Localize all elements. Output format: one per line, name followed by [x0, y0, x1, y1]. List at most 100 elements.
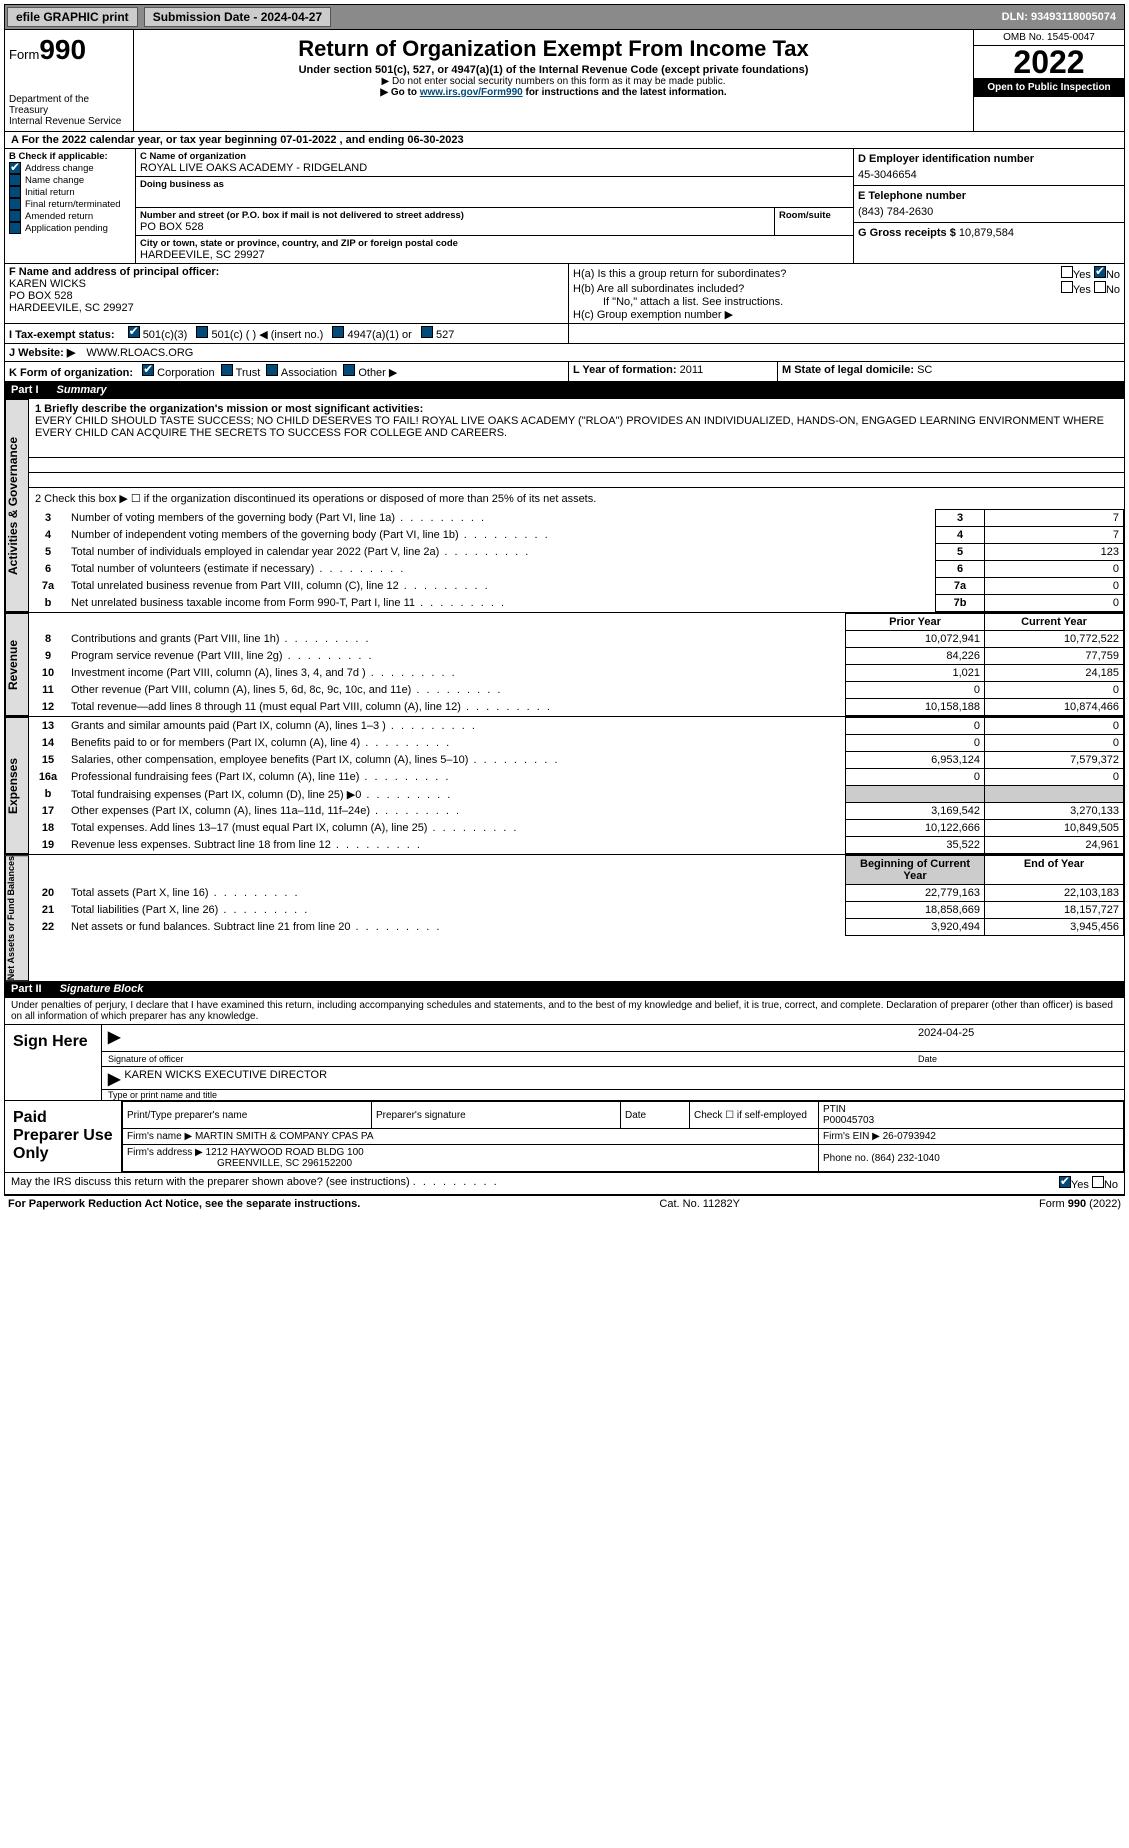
phone-value: (843) 784-2630 — [858, 206, 1120, 218]
gov-label: Total unrelated business revenue from Pa… — [67, 578, 936, 595]
gross-receipts-label: G Gross receipts $ — [858, 227, 956, 239]
row-cy: 22,103,183 — [985, 885, 1124, 902]
prep-sig-hdr: Preparer's signature — [372, 1102, 621, 1129]
row-label: Benefits paid to or for members (Part IX… — [67, 735, 846, 752]
gov-box: 5 — [936, 544, 985, 561]
k-opt-3[interactable] — [343, 364, 355, 376]
row-py: 0 — [846, 769, 985, 786]
k-opt-2[interactable] — [266, 364, 278, 376]
row-cy: 10,849,505 — [985, 820, 1124, 837]
part2-header: Part II Signature Block — [4, 981, 1125, 998]
col-hdr: Current Year — [985, 614, 1124, 631]
ptin-label: PTIN — [823, 1104, 846, 1115]
submission-date-button[interactable]: Submission Date - 2024-04-27 — [144, 7, 331, 27]
sign-name-label: Type or print name and title — [102, 1090, 1124, 1100]
row-num: 19 — [29, 837, 67, 854]
q1-text: EVERY CHILD SHOULD TASTE SUCCESS; NO CHI… — [35, 415, 1118, 439]
gov-num: 6 — [29, 561, 67, 578]
dba-label: Doing business as — [140, 179, 849, 190]
i-opt-0[interactable] — [128, 326, 140, 338]
col-hdr: Beginning of Current Year — [846, 856, 985, 885]
row-cy: 10,874,466 — [985, 699, 1124, 716]
ha-no-checkbox[interactable] — [1094, 266, 1106, 278]
paid-preparer-label: Paid Preparer Use Only — [5, 1101, 122, 1172]
hb-note: If "No," attach a list. See instructions… — [573, 296, 1120, 308]
org-name: ROYAL LIVE OAKS ACADEMY - RIDGELAND — [140, 162, 849, 174]
b-check-1[interactable] — [9, 174, 21, 186]
row-py: 3,920,494 — [846, 919, 985, 936]
ein-value: 45-3046654 — [858, 169, 1120, 181]
i-opt-2[interactable] — [332, 326, 344, 338]
b-check-2[interactable] — [9, 186, 21, 198]
row-py: 3,169,542 — [846, 803, 985, 820]
ha-label: H(a) Is this a group return for subordin… — [573, 268, 786, 280]
sign-name: KAREN WICKS EXECUTIVE DIRECTOR — [124, 1069, 327, 1087]
vert-expenses: Expenses — [5, 717, 29, 854]
efile-print-button[interactable]: efile GRAPHIC print — [7, 7, 138, 27]
ptin-value: P00045703 — [823, 1115, 874, 1126]
row-py: 1,021 — [846, 665, 985, 682]
row-cy — [985, 786, 1124, 803]
row-cy: 18,157,727 — [985, 902, 1124, 919]
hb-no-checkbox[interactable] — [1094, 281, 1106, 293]
gov-num: 7a — [29, 578, 67, 595]
ssn-note: ▶ Do not enter social security numbers o… — [138, 76, 969, 87]
row-py: 10,158,188 — [846, 699, 985, 716]
b-check-4[interactable] — [9, 210, 21, 222]
b-check-label-1: Name change — [25, 175, 84, 186]
i-opt-label-2: 4947(a)(1) or — [348, 329, 412, 341]
gov-val: 0 — [985, 578, 1124, 595]
may-irs-no-checkbox[interactable] — [1092, 1176, 1104, 1188]
row-py: 0 — [846, 718, 985, 735]
prep-phone-label: Phone no. — [823, 1153, 869, 1164]
i-opt-1[interactable] — [196, 326, 208, 338]
row-cy: 0 — [985, 735, 1124, 752]
k-opt-0[interactable] — [142, 364, 154, 376]
arrow-icon: ▶ — [108, 1027, 120, 1049]
row-num: 17 — [29, 803, 67, 820]
b-check-0[interactable] — [9, 162, 21, 174]
k-opt-label-1: Trust — [236, 367, 261, 379]
i-opt-3[interactable] — [421, 326, 433, 338]
row-label: Grants and similar amounts paid (Part IX… — [67, 718, 846, 735]
gov-val: 7 — [985, 527, 1124, 544]
vert-governance: Activities & Governance — [5, 399, 29, 612]
website-label: J Website: ▶ — [9, 347, 75, 359]
gross-receipts-value: 10,879,584 — [959, 227, 1014, 239]
row-cy: 10,772,522 — [985, 631, 1124, 648]
row-num: 11 — [29, 682, 67, 699]
col-hdr: End of Year — [985, 856, 1124, 885]
firm-addr-label: Firm's address ▶ — [127, 1147, 203, 1158]
gov-label: Net unrelated business taxable income fr… — [67, 595, 936, 612]
prep-name-hdr: Print/Type preparer's name — [123, 1102, 372, 1129]
tax-exempt-label: I Tax-exempt status: — [9, 329, 115, 341]
k-opt-1[interactable] — [221, 364, 233, 376]
b-check-label-5: Application pending — [25, 223, 108, 234]
q1-label: 1 Briefly describe the organization's mi… — [35, 403, 1118, 415]
open-public-badge: Open to Public Inspection — [974, 78, 1124, 97]
ein-label: D Employer identification number — [858, 153, 1120, 165]
hb-yes-checkbox[interactable] — [1061, 281, 1073, 293]
col-hdr: Prior Year — [846, 614, 985, 631]
firm-name: MARTIN SMITH & COMPANY CPAS PA — [195, 1131, 374, 1142]
b-check-5[interactable] — [9, 222, 21, 234]
row-cy: 24,961 — [985, 837, 1124, 854]
b-check-3[interactable] — [9, 198, 21, 210]
k-opt-label-3: Other ▶ — [358, 367, 397, 379]
form-org-label: K Form of organization: — [9, 367, 133, 379]
dept-label: Department of the Treasury — [9, 94, 129, 116]
b-check-label-0: Address change — [25, 163, 94, 174]
ha-yes-checkbox[interactable] — [1061, 266, 1073, 278]
period-row: A For the 2022 calendar year, or tax yea… — [4, 132, 1125, 149]
firm-addr1: 1212 HAYWOOD ROAD BLDG 100 — [206, 1147, 364, 1158]
gov-val: 0 — [985, 561, 1124, 578]
b-check-label-3: Final return/terminated — [25, 199, 121, 210]
officer-city: HARDEEVILE, SC 29927 — [9, 302, 564, 314]
sign-date: 2024-04-25 — [918, 1027, 1118, 1049]
k-opt-label-2: Association — [281, 367, 337, 379]
row-cy: 0 — [985, 682, 1124, 699]
row-py: 0 — [846, 735, 985, 752]
state-domicile-label: M State of legal domicile: — [782, 364, 914, 376]
irs-link[interactable]: www.irs.gov/Form990 — [420, 87, 523, 98]
may-irs-yes-checkbox[interactable] — [1059, 1176, 1071, 1188]
